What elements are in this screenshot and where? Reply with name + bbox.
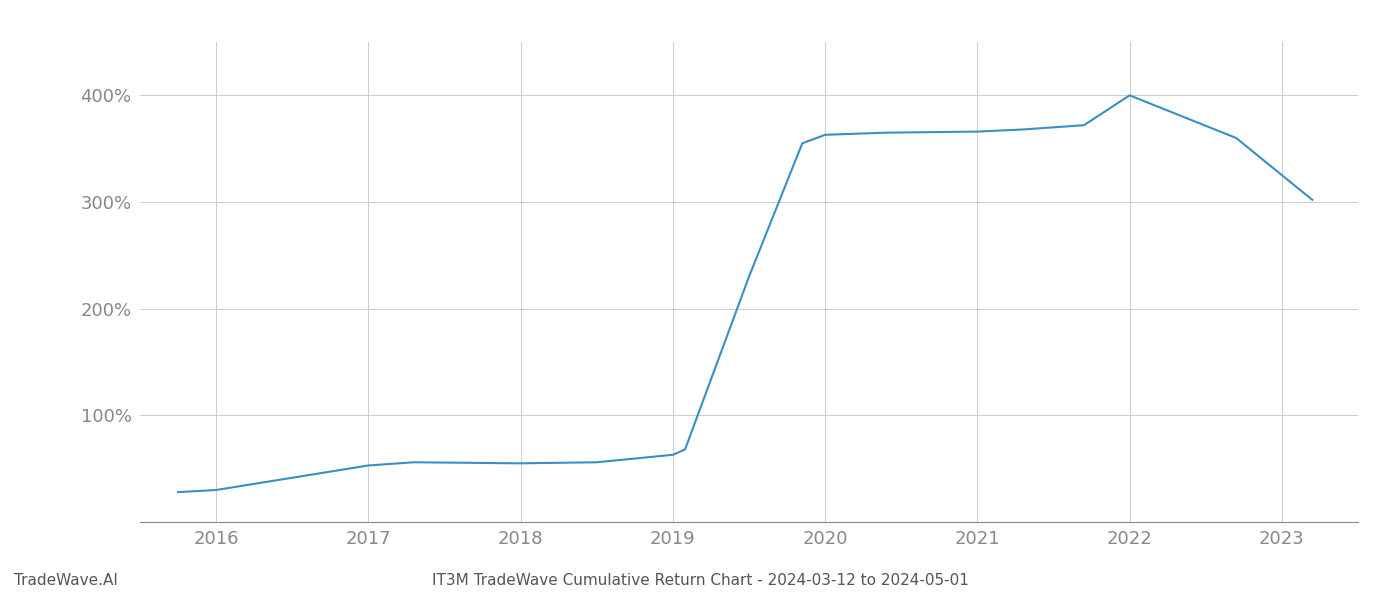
Text: IT3M TradeWave Cumulative Return Chart - 2024-03-12 to 2024-05-01: IT3M TradeWave Cumulative Return Chart -… [431,573,969,588]
Text: TradeWave.AI: TradeWave.AI [14,573,118,588]
